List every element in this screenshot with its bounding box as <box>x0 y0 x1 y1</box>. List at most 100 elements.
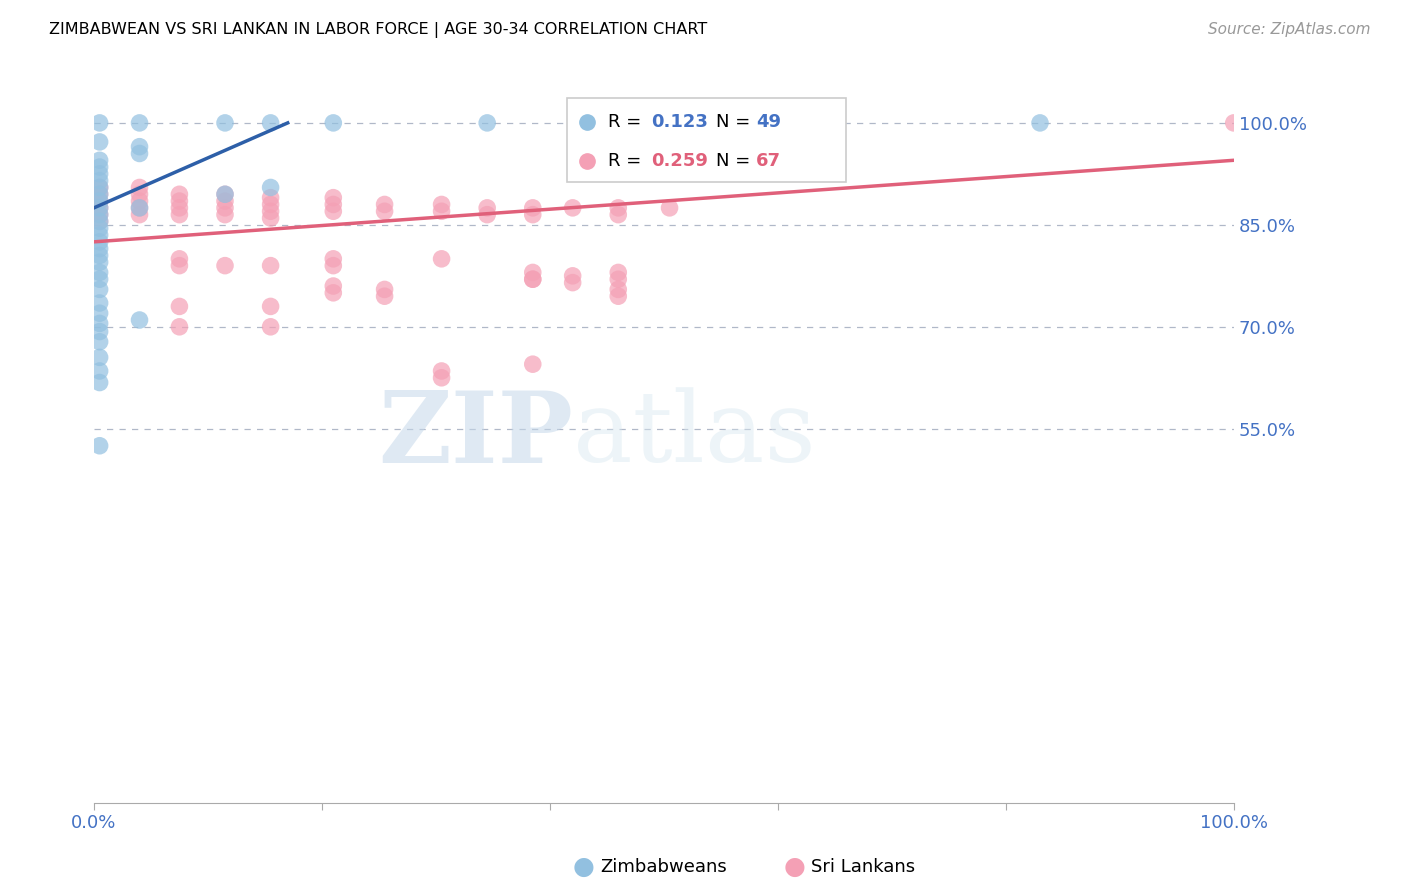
Point <box>89 194 111 208</box>
Point <box>89 228 111 243</box>
Point <box>374 282 396 296</box>
Point <box>430 204 453 219</box>
Point <box>89 221 111 235</box>
Point <box>766 116 789 130</box>
Point <box>169 208 191 222</box>
Text: R =: R = <box>607 153 647 170</box>
Point <box>475 208 498 222</box>
Point <box>607 272 630 286</box>
Point <box>89 201 111 215</box>
Point <box>89 235 111 249</box>
Point <box>214 116 236 130</box>
Point <box>322 285 344 300</box>
Point <box>259 204 281 219</box>
Point <box>169 194 191 208</box>
Point <box>128 194 150 208</box>
Point <box>322 197 344 211</box>
Point <box>374 197 396 211</box>
Point <box>259 116 281 130</box>
Point <box>607 282 630 296</box>
Point <box>89 272 111 286</box>
Point <box>561 201 583 215</box>
Point <box>522 201 544 215</box>
Point <box>374 204 396 219</box>
Point <box>128 116 150 130</box>
Point <box>607 201 630 215</box>
Point <box>658 201 681 215</box>
Point <box>89 242 111 256</box>
Text: ●: ● <box>783 855 806 879</box>
Text: R =: R = <box>607 112 647 130</box>
Point <box>607 265 630 279</box>
Point <box>1223 116 1246 130</box>
Point <box>89 214 111 228</box>
Point <box>89 201 111 215</box>
Point <box>89 153 111 168</box>
Y-axis label: In Labor Force | Age 30-34: In Labor Force | Age 30-34 <box>0 317 8 555</box>
Point <box>89 296 111 310</box>
Point <box>322 116 344 130</box>
Point <box>89 317 111 331</box>
Point <box>522 272 544 286</box>
Text: 49: 49 <box>756 112 782 130</box>
Point <box>322 259 344 273</box>
Point <box>128 201 150 215</box>
Text: N =: N = <box>716 153 756 170</box>
Point <box>89 174 111 188</box>
Text: 0.123: 0.123 <box>651 112 709 130</box>
Point <box>430 364 453 378</box>
Text: Source: ZipAtlas.com: Source: ZipAtlas.com <box>1208 22 1371 37</box>
Text: 0.259: 0.259 <box>651 153 709 170</box>
Point <box>430 252 453 266</box>
Point <box>522 272 544 286</box>
Point <box>169 187 191 202</box>
Point <box>169 252 191 266</box>
Point <box>128 187 150 202</box>
Point <box>259 300 281 314</box>
Point <box>214 187 236 202</box>
Point <box>561 268 583 283</box>
Point <box>322 252 344 266</box>
Point <box>89 265 111 279</box>
Point <box>89 187 111 202</box>
Point <box>89 306 111 320</box>
Point <box>259 211 281 225</box>
Point <box>89 214 111 228</box>
Point <box>89 135 111 149</box>
Point <box>259 259 281 273</box>
Point <box>430 197 453 211</box>
Point <box>128 313 150 327</box>
Point <box>89 208 111 222</box>
Point <box>259 180 281 194</box>
Point <box>169 319 191 334</box>
Point <box>89 187 111 202</box>
Point <box>89 160 111 174</box>
Point <box>89 248 111 262</box>
Point <box>89 116 111 130</box>
Point <box>89 194 111 208</box>
Point <box>522 208 544 222</box>
Point <box>374 289 396 303</box>
Text: ●: ● <box>572 855 595 879</box>
Point <box>322 279 344 293</box>
Point <box>214 201 236 215</box>
Point <box>561 276 583 290</box>
Point <box>475 201 498 215</box>
Point <box>322 204 344 219</box>
Point <box>89 255 111 269</box>
Text: atlas: atlas <box>572 388 815 483</box>
Point <box>89 439 111 453</box>
Point <box>214 187 236 202</box>
Point <box>89 334 111 349</box>
Point <box>89 282 111 296</box>
Point <box>89 180 111 194</box>
Point <box>89 208 111 222</box>
Point <box>322 191 344 205</box>
Point <box>522 357 544 371</box>
Text: ZIP: ZIP <box>378 387 572 484</box>
Point <box>128 146 150 161</box>
Point <box>89 180 111 194</box>
Text: N =: N = <box>716 112 756 130</box>
Point <box>214 208 236 222</box>
Point <box>430 371 453 385</box>
